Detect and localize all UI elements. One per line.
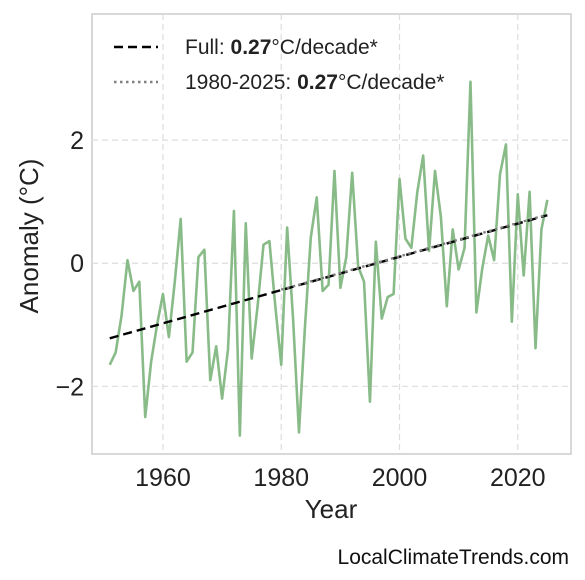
x-tick-label: 2000 (372, 464, 428, 492)
legend-label-full: Full: 0.27°C/decade* (185, 36, 378, 59)
x-tick-label: 2020 (490, 464, 546, 492)
x-axis-label: Year (305, 494, 358, 524)
gridlines (92, 14, 571, 454)
legend-label-1980-2025: 1980-2025: 0.27°C/decade* (185, 71, 444, 94)
x-tick-label: 1980 (253, 464, 309, 492)
trend-line-1980-2025 (280, 213, 548, 291)
watermark: LocalClimateTrends.com (337, 546, 569, 569)
x-tick-label: 1960 (135, 464, 191, 492)
y-axis-ticks: −2 0 2 (55, 127, 84, 401)
chart: 1960 1980 2000 2020 −202 Year Anomaly (°C) … (14, 13, 572, 524)
y-axis-label: Anomaly (°C) (14, 159, 44, 314)
y-tick-label: 2 (70, 127, 84, 155)
y-tick-label: −2 (55, 373, 84, 401)
x-axis-ticks: 1960 1980 2000 2020 (135, 464, 545, 492)
legend: Full: 0.27°C/decade* 1980-2025: 0.27°C/d… (114, 36, 444, 94)
y-tick-label: 0 (70, 250, 84, 278)
series-group (108, 80, 549, 437)
